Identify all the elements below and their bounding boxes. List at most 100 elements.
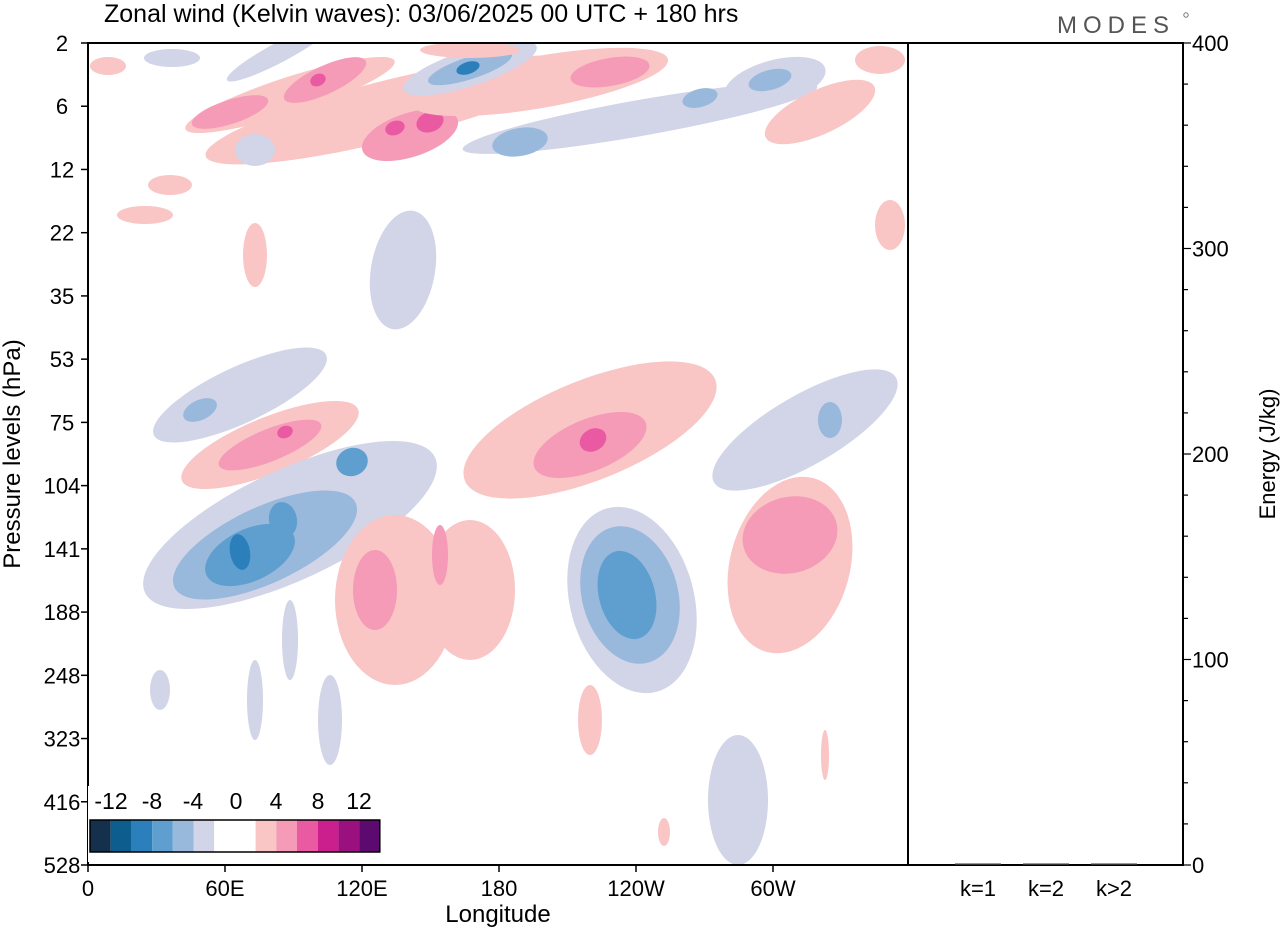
positive-anomaly [90,57,126,75]
negative-anomaly [708,735,768,865]
colorbar-swatch [338,820,360,852]
energy-category-label: k=1 [960,876,996,901]
energy-bar [1091,863,1137,865]
positive-anomaly [353,550,397,630]
colorbar-swatch [359,820,380,852]
x-tick-label: 60E [205,876,244,901]
colorbar-swatch [110,820,132,852]
energy-axis-title: Energy (J/kg) [1255,389,1280,520]
energy-panel-frame [907,42,1184,866]
positive-anomaly [432,525,448,585]
colorbar-swatch [131,820,153,852]
y-tick-label: 53 [50,347,74,372]
negative-anomaly [247,660,263,740]
y-tick-label: 35 [50,284,74,309]
colorbar-label: 12 [346,788,372,814]
positive-anomaly [742,496,838,574]
colorbar-swatch [172,820,194,852]
positive-anomaly [658,818,670,846]
positive-anomaly [875,200,905,250]
positive-anomaly [218,419,322,471]
y-tick-label: 188 [44,600,81,625]
positive-anomaly [385,120,405,136]
modes-logo: MODES [1057,12,1175,39]
y-axis: 2 6 12 22 35 53 75 104 141 188 248 323 416 528 [44,31,88,878]
x-tick-label: 120W [607,876,665,901]
negative-anomaly [492,127,548,157]
energy-tick-label: 400 [1192,31,1229,56]
chart-title: Zonal wind (Kelvin waves): 03/06/2025 00… [104,0,738,28]
negative-anomaly [268,502,298,538]
positive-anomaly [764,79,876,145]
energy-category-label: k>2 [1096,876,1132,901]
x-tick-label: 0 [82,876,94,901]
energy-bars: k=1 k=2 k>2 [955,863,1137,901]
negative-anomaly [748,68,792,92]
colorbar-label: -12 [94,788,127,814]
energy-tick-label: 0 [1192,853,1204,878]
colorbar-swatch [214,820,235,852]
positive-anomaly [148,175,192,195]
energy-bar [1023,863,1069,865]
positive-anomaly [117,206,173,224]
y-tick-label: 6 [56,94,68,119]
energy-bar [955,863,1001,865]
y-tick-label: 22 [50,221,74,246]
y-tick-label: 141 [44,537,81,562]
negative-anomaly [369,210,437,330]
y-tick-label: 323 [44,727,81,752]
negative-anomaly [183,398,217,422]
y-tick-label: 104 [44,474,81,499]
negative-anomaly [226,43,334,82]
positive-anomaly [420,43,520,58]
energy-tick-label: 100 [1192,648,1229,673]
colorbar-label: -4 [183,788,204,814]
colorbar-swatch [276,820,297,852]
colorbar-swatch [317,820,339,852]
positive-anomaly [578,685,602,755]
colorbar-frame [89,819,381,853]
colorbar-swatch [152,820,173,852]
colorbar-swatch [193,820,215,852]
negative-anomaly [235,134,275,166]
positive-anomaly [416,111,444,133]
wind-contours [90,43,905,865]
negative-anomaly [150,670,170,710]
negative-anomaly [282,600,298,680]
colorbar-label: 4 [270,788,283,814]
positive-anomaly [277,425,293,439]
colorbar-label: 0 [230,788,243,814]
y-axis-title: Pressure levels (hPa) [0,339,26,568]
colorbar-swatch [234,820,256,852]
colorbar-label: -8 [142,788,162,814]
colorbar-swatch [90,820,111,852]
y-tick-label: 12 [50,157,74,182]
negative-anomaly [597,550,657,640]
colorbar-swatch [255,820,277,852]
logo-mark-icon [1183,12,1189,18]
positive-anomaly [191,95,269,129]
x-axis: 0 60E 120E 180 120W 60W [82,865,796,901]
energy-tick-label: 300 [1192,237,1229,262]
negative-anomaly [229,534,251,570]
positive-anomaly [310,73,326,87]
positive-anomaly [579,428,607,452]
positive-anomaly [570,56,650,88]
negative-anomaly [818,402,842,438]
x-tick-label: 60W [750,876,795,901]
negative-anomaly [318,675,342,765]
colorbar-swatch [297,820,318,852]
positive-anomaly [821,730,829,780]
positive-anomaly [243,223,267,287]
energy-category-label: k=2 [1028,876,1064,901]
colorbar: -12 -8 -4 0 4 8 12 [88,786,383,862]
y-tick-label: 248 [44,663,81,688]
colorbar-label: 8 [312,788,325,814]
negative-anomaly [336,447,368,477]
x-axis-title: Longitude [445,901,550,928]
negative-anomaly [456,61,480,75]
energy-axis: 0 100 200 300 400 [1183,31,1229,878]
energy-tick-label: 200 [1192,442,1229,467]
x-tick-label: 180 [481,876,518,901]
